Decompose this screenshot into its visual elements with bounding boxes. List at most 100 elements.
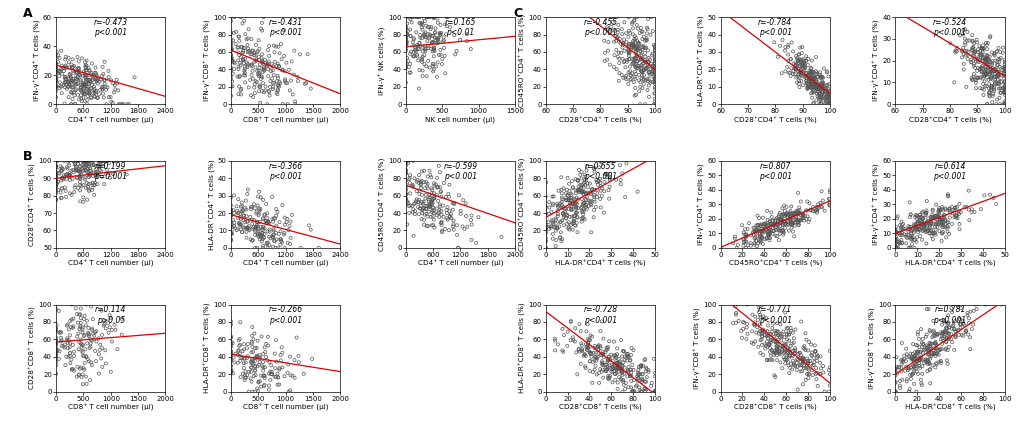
Point [762, 331, 779, 338]
Point [989, 55, 1006, 62]
Point [917, 358, 933, 365]
Point [77, 76, 94, 83]
Point [909, 219, 925, 226]
Point [931, 206, 948, 213]
Point [562, 221, 579, 228]
Point [904, 355, 920, 362]
Point [86, 83, 102, 90]
Point [814, 363, 830, 369]
Point [977, 57, 994, 64]
Point [996, 88, 1012, 95]
Point [463, 45, 479, 52]
Point [236, 55, 253, 62]
Point [891, 377, 907, 384]
Point [72, 181, 89, 188]
Point [397, 65, 414, 72]
Point [914, 222, 930, 229]
Point [260, 58, 276, 65]
Point [888, 215, 904, 222]
Point [400, 209, 417, 216]
Point [902, 227, 918, 234]
Point [773, 365, 790, 372]
Point [802, 207, 818, 214]
Text: B: B [23, 150, 33, 163]
Point [222, 47, 238, 54]
Point [548, 200, 565, 207]
Point [260, 333, 276, 340]
Point [222, 358, 238, 365]
Point [401, 33, 418, 40]
Point [565, 218, 581, 225]
Point [222, 351, 238, 358]
Point [801, 71, 817, 77]
Point [637, 44, 653, 51]
Point [550, 202, 567, 209]
Point [610, 38, 627, 45]
Point [633, 363, 649, 369]
Point [254, 68, 270, 75]
Point [789, 386, 805, 393]
Text: r=0.165: r=0.165 [444, 18, 476, 27]
Point [918, 331, 934, 338]
Point [247, 345, 263, 351]
Point [934, 207, 951, 214]
Point [948, 203, 964, 210]
Point [798, 80, 814, 87]
Point [785, 335, 801, 342]
Point [766, 347, 783, 354]
Point [623, 46, 639, 53]
Point [568, 187, 584, 194]
Point [971, 51, 987, 58]
Point [900, 366, 916, 372]
Point [804, 83, 820, 90]
Point [644, 28, 660, 35]
Point [797, 365, 813, 372]
Point [567, 202, 583, 209]
Point [398, 54, 415, 61]
Point [924, 350, 941, 357]
Point [975, 59, 991, 65]
Point [568, 209, 584, 216]
Point [936, 346, 953, 353]
Point [780, 219, 796, 226]
Point [613, 363, 630, 369]
Point [59, 322, 75, 329]
Point [87, 89, 103, 96]
Point [269, 381, 285, 388]
Point [404, 19, 420, 26]
Point [760, 228, 776, 235]
Point [597, 368, 613, 374]
X-axis label: CD4⁺ T cell number (μl): CD4⁺ T cell number (μl) [68, 116, 153, 124]
Point [61, 158, 77, 164]
Point [102, 174, 118, 181]
Point [425, 66, 441, 73]
Point [790, 216, 806, 223]
Point [250, 227, 266, 234]
Point [637, 50, 653, 56]
Point [737, 231, 753, 238]
Point [249, 208, 265, 215]
Point [76, 59, 93, 65]
Point [956, 322, 972, 329]
Point [620, 367, 636, 374]
Point [924, 217, 941, 224]
Point [782, 56, 798, 62]
Point [636, 378, 652, 385]
Point [972, 206, 988, 213]
Point [59, 321, 75, 328]
Point [425, 216, 441, 223]
Point [558, 186, 575, 193]
Point [96, 321, 112, 327]
Point [811, 74, 827, 80]
Point [288, 334, 305, 341]
Point [786, 222, 802, 229]
Point [56, 174, 72, 181]
Point [777, 357, 794, 364]
Point [418, 14, 434, 21]
Point [93, 168, 109, 175]
Point [230, 66, 247, 73]
Point [946, 207, 962, 214]
Point [763, 214, 780, 220]
Point [94, 86, 110, 93]
Point [397, 196, 414, 202]
